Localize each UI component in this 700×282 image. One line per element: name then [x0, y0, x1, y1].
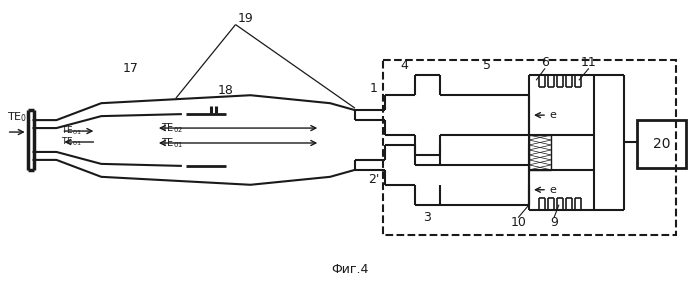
Text: 4: 4 — [401, 59, 409, 72]
Text: 5: 5 — [483, 59, 491, 72]
Bar — [383, 60, 676, 235]
Text: 2': 2' — [368, 173, 379, 186]
Text: e: e — [549, 185, 556, 195]
Text: 19: 19 — [237, 12, 253, 25]
Text: 11: 11 — [581, 56, 596, 69]
Text: $\mathrm{TE}_{01}$: $\mathrm{TE}_{01}$ — [7, 110, 31, 124]
Text: $\mathrm{TE}_{01}$: $\mathrm{TE}_{01}$ — [62, 136, 83, 148]
Text: 10: 10 — [510, 216, 526, 229]
Text: 18: 18 — [218, 84, 234, 97]
Text: 9: 9 — [550, 216, 558, 229]
Text: $\mathrm{TE}_{02}$: $\mathrm{TE}_{02}$ — [161, 121, 183, 135]
Bar — [529, 135, 551, 170]
Text: 6: 6 — [541, 56, 549, 69]
Text: e: e — [549, 110, 556, 120]
Text: 20: 20 — [652, 137, 670, 151]
Bar — [636, 120, 686, 168]
Text: 1: 1 — [370, 82, 378, 95]
Text: 17: 17 — [123, 62, 139, 75]
Text: $\mathrm{TE}_{01}$: $\mathrm{TE}_{01}$ — [62, 125, 83, 137]
Text: 3: 3 — [423, 211, 430, 224]
Text: Фиг.4: Фиг.4 — [331, 263, 369, 276]
Text: $\mathrm{TE}_{01}$: $\mathrm{TE}_{01}$ — [161, 136, 183, 150]
